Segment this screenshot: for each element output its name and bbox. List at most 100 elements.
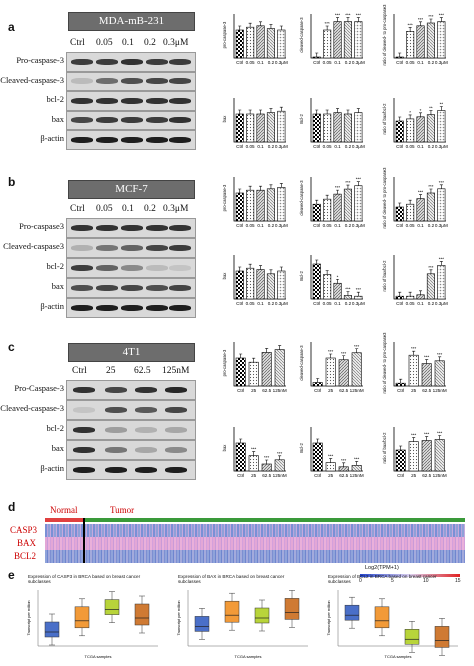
blot-band <box>96 117 118 124</box>
bar <box>343 188 352 222</box>
y-axis-label: Transcript per million <box>27 600 31 635</box>
bar <box>235 270 244 300</box>
tick-label: 125nM <box>433 388 447 393</box>
legend-title: Log2(TPM+1) <box>365 565 399 571</box>
bar-chart: Ctrl 0.05 0.1 0.2 0.3μM Bcl-2 <box>299 96 383 167</box>
blot-band <box>146 97 168 104</box>
error-bar <box>342 462 346 467</box>
bar <box>338 466 349 472</box>
bar-chart: Ctrl 0.05 0.1 *** 0.2 *** 0.3μM ratio of bax/bc… <box>382 253 466 324</box>
tick-label: 0.05 <box>246 223 255 228</box>
tick-label: 0.3μM <box>352 144 365 149</box>
lane-label: Ctrl <box>72 366 87 376</box>
blot-strip <box>66 298 196 318</box>
bar-chart-svg: Ctrl *** 25 *** 62.5 *** 125nM bax <box>222 427 287 478</box>
error-bar <box>325 25 329 30</box>
box <box>134 603 150 626</box>
bar <box>408 354 419 387</box>
bar <box>277 270 286 300</box>
bar <box>416 294 425 300</box>
boxplot: Expression of BCL2 in BRCA based on brea… <box>324 574 464 662</box>
error-bar <box>265 459 269 464</box>
tick-label: 25 <box>328 473 334 478</box>
bar <box>235 192 244 222</box>
bar <box>338 359 349 387</box>
blot-band <box>121 225 143 231</box>
error-bar <box>336 278 340 284</box>
significance-label: *** <box>418 190 424 195</box>
y-axis-label: cleaved-caspase-3 <box>299 180 304 216</box>
significance-label: *** <box>345 13 351 18</box>
tumor-label: Tumor <box>110 505 135 515</box>
error-bar <box>429 269 433 274</box>
bar <box>421 440 432 472</box>
bar <box>266 188 275 222</box>
bar <box>256 25 265 59</box>
blot-band <box>146 245 168 251</box>
blot-band <box>105 387 127 393</box>
tick-label: 62.5 <box>262 388 271 393</box>
bar <box>434 439 445 472</box>
significance-label: * <box>337 274 339 279</box>
tick-label: 0.2 <box>428 301 435 306</box>
y-axis-label: ratio of bax/bcl-2 <box>382 103 387 135</box>
bar <box>248 361 259 387</box>
tick-label: 0.05 <box>323 223 332 228</box>
y-axis-label: bax <box>222 272 227 280</box>
significance-label: * <box>409 110 411 115</box>
bar <box>277 29 286 59</box>
bar <box>312 263 321 300</box>
error-bar <box>259 185 263 191</box>
bar-chart-svg: Ctrl *** 25 *** 62.5 *** 125nM ratio of cleaved… <box>382 332 447 394</box>
error-bar <box>252 357 256 363</box>
significance-label: *** <box>354 456 360 461</box>
blot-band <box>121 285 143 291</box>
bar <box>323 113 332 143</box>
bar-chart: Ctrl 0.05 0.1 0.2 0.3μM bax <box>222 96 306 167</box>
blot-band <box>121 136 143 143</box>
blot-band <box>96 78 118 85</box>
error-bar <box>438 356 442 361</box>
error-bar <box>259 265 263 270</box>
blot-row-label: bax <box>51 443 64 453</box>
heatmap-row-bax <box>45 537 465 550</box>
box <box>224 600 240 623</box>
box <box>194 616 210 632</box>
blot-strip <box>66 420 196 440</box>
tick-label: 25 <box>328 388 334 393</box>
bar-chart: Ctrl 0.05 0.1 0.2 0.3μM pro-caspase-3 <box>222 175 306 246</box>
tick-label: Ctrl <box>313 144 320 149</box>
box <box>284 598 300 620</box>
bar <box>277 187 286 222</box>
bar <box>235 113 244 143</box>
blot-row-label: Cleaved-caspase-3 <box>0 74 64 85</box>
bar <box>416 198 425 222</box>
tick-label: Ctrl <box>237 473 244 478</box>
bar <box>333 193 342 222</box>
lane-label: 0.1 <box>122 204 134 214</box>
tick-label: 0.1 <box>257 301 264 306</box>
bar <box>354 295 363 300</box>
bar <box>406 203 415 222</box>
significance-label: *** <box>328 349 334 354</box>
bar-chart: Ctrl *** 0.05 *** 0.1 *** 0.2 *** 0.3μM cleaved-c… <box>299 12 383 83</box>
tick-label: 125nM <box>273 388 287 393</box>
bar-chart: Ctrl 0.05 0.1 0.2 0.3μM pro-caspase-3 <box>222 12 306 83</box>
error-bar <box>408 291 412 297</box>
error-bar <box>278 455 282 460</box>
tick-label: Ctrl <box>236 301 243 306</box>
tick-label: Ctrl <box>396 223 403 228</box>
blot-row-label: bax <box>51 113 64 124</box>
blot-band <box>96 58 118 65</box>
significance-label: *** <box>335 185 341 190</box>
error-bar <box>425 436 429 441</box>
error-bar <box>346 109 350 114</box>
box <box>74 606 90 629</box>
error-bar <box>336 108 340 113</box>
error-bar <box>425 359 429 364</box>
y-axis-label: ratio of cleaved- to pro-caspase3 <box>382 167 387 229</box>
tick-label: Ctrl <box>396 60 403 65</box>
bar <box>312 56 321 59</box>
significance-label: *** <box>439 180 445 185</box>
bar <box>354 112 363 143</box>
